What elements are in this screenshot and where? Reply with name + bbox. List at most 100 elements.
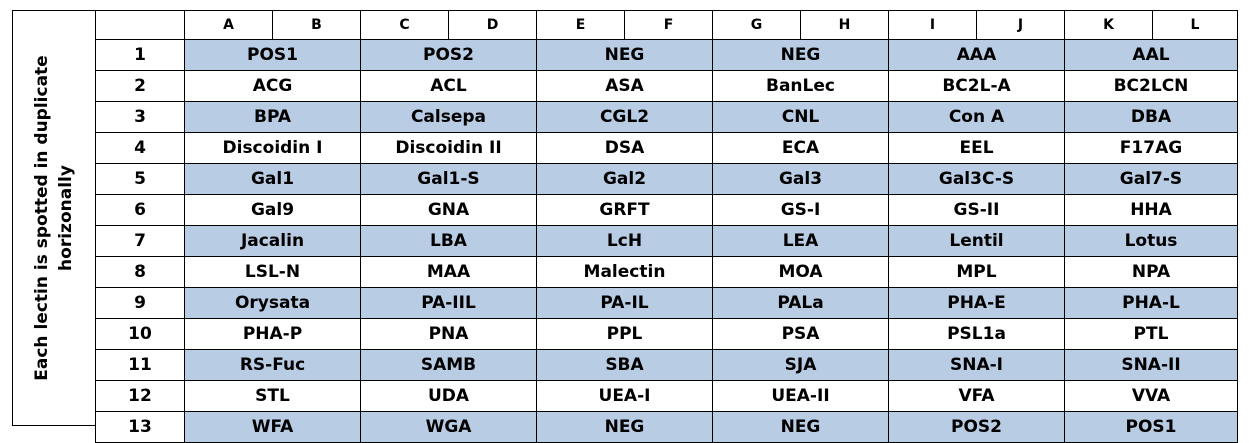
- column-header-h: H: [800, 10, 889, 40]
- lectin-cell: Jacalin: [184, 225, 361, 257]
- lectin-cell: POS2: [888, 411, 1065, 443]
- lectin-cell: BanLec: [712, 70, 889, 102]
- lectin-cell: HHA: [1064, 194, 1238, 226]
- lectin-cell: Gal1-S: [360, 163, 537, 195]
- lectin-cell: BC2L-A: [888, 70, 1065, 102]
- side-label: Each lectin is spotted in duplicate hori…: [30, 55, 78, 380]
- lectin-cell: POS1: [184, 39, 361, 71]
- lectin-cell: DSA: [536, 132, 713, 164]
- lectin-cell: Orysata: [184, 287, 361, 319]
- lectin-cell: VFA: [888, 380, 1065, 412]
- lectin-cell: LEA: [712, 225, 889, 257]
- row-number: 1: [95, 39, 185, 71]
- lectin-cell: Gal9: [184, 194, 361, 226]
- side-label-cell: Each lectin is spotted in duplicate hori…: [12, 10, 95, 426]
- column-header-c: C: [360, 10, 449, 40]
- lectin-cell: SBA: [536, 349, 713, 381]
- lectin-cell: Gal7-S: [1064, 163, 1238, 195]
- lectin-cell: GS-I: [712, 194, 889, 226]
- table-row: 7 Jacalin LBA LcH LEA Lentil Lotus: [95, 225, 1238, 257]
- lectin-cell: Calsepa: [360, 101, 537, 133]
- lectin-cell: SJA: [712, 349, 889, 381]
- table-row: 6 Gal9 GNA GRFT GS-I GS-II HHA: [95, 194, 1238, 226]
- lectin-cell: PPL: [536, 318, 713, 350]
- lectin-array-layout: Each lectin is spotted in duplicate hori…: [12, 10, 1238, 443]
- lectin-cell: PHA-E: [888, 287, 1065, 319]
- lectin-cell: Gal3C-S: [888, 163, 1065, 195]
- lectin-cell: Gal2: [536, 163, 713, 195]
- lectin-cell: PHA-P: [184, 318, 361, 350]
- lectin-cell: PSA: [712, 318, 889, 350]
- lectin-cell: UEA-II: [712, 380, 889, 412]
- lectin-cell: Discoidin II: [360, 132, 537, 164]
- lectin-cell: NEG: [536, 411, 713, 443]
- lectin-cell: NEG: [712, 39, 889, 71]
- lectin-cell: WGA: [360, 411, 537, 443]
- lectin-cell: PTL: [1064, 318, 1238, 350]
- table-row: 10 PHA-P PNA PPL PSA PSL1a PTL: [95, 318, 1238, 350]
- lectin-cell: POS2: [360, 39, 537, 71]
- table-row: 2 ACG ACL ASA BanLec BC2L-A BC2LCN: [95, 70, 1238, 102]
- lectin-cell: AAA: [888, 39, 1065, 71]
- lectin-cell: UEA-I: [536, 380, 713, 412]
- lectin-cell: ASA: [536, 70, 713, 102]
- row-number: 10: [95, 318, 185, 350]
- lectin-cell: ACG: [184, 70, 361, 102]
- column-header-d: D: [448, 10, 537, 40]
- lectin-cell: Con A: [888, 101, 1065, 133]
- lectin-cell: BC2LCN: [1064, 70, 1238, 102]
- table-row: 8 LSL-N MAA Malectin MOA MPL NPA: [95, 256, 1238, 288]
- lectin-grid: A B C D E F G H I J K L 1 POS1 POS2 NEG NEG AAA AAL 2 ACG ACL…: [95, 10, 1238, 443]
- table-row: 1 POS1 POS2 NEG NEG AAA AAL: [95, 39, 1238, 71]
- row-number: 13: [95, 411, 185, 443]
- row-number: 2: [95, 70, 185, 102]
- row-number: 6: [95, 194, 185, 226]
- side-label-line1: Each lectin is spotted in duplicate: [32, 55, 52, 381]
- lectin-cell: LSL-N: [184, 256, 361, 288]
- lectin-cell: STL: [184, 380, 361, 412]
- table-row: 9 Orysata PA-IIL PA-IL PALa PHA-E PHA-L: [95, 287, 1238, 319]
- lectin-cell: SAMB: [360, 349, 537, 381]
- lectin-cell: NEG: [536, 39, 713, 71]
- lectin-cell: BPA: [184, 101, 361, 133]
- lectin-cell: CNL: [712, 101, 889, 133]
- lectin-cell: NPA: [1064, 256, 1238, 288]
- side-label-line2: horizonally: [56, 165, 76, 271]
- lectin-cell: Gal1: [184, 163, 361, 195]
- lectin-cell: GRFT: [536, 194, 713, 226]
- lectin-cell: ACL: [360, 70, 537, 102]
- lectin-cell: F17AG: [1064, 132, 1238, 164]
- row-number: 9: [95, 287, 185, 319]
- table-row: 12 STL UDA UEA-I UEA-II VFA VVA: [95, 380, 1238, 412]
- lectin-cell: WFA: [184, 411, 361, 443]
- lectin-cell: Discoidin I: [184, 132, 361, 164]
- lectin-cell: PA-IIL: [360, 287, 537, 319]
- row-number: 12: [95, 380, 185, 412]
- lectin-cell: PA-IL: [536, 287, 713, 319]
- column-header-a: A: [184, 10, 273, 40]
- column-header-i: I: [888, 10, 977, 40]
- column-header-b: B: [272, 10, 361, 40]
- lectin-cell: MOA: [712, 256, 889, 288]
- column-header-j: J: [976, 10, 1065, 40]
- lectin-cell: PALa: [712, 287, 889, 319]
- table-row: 3 BPA Calsepa CGL2 CNL Con A DBA: [95, 101, 1238, 133]
- row-number: 8: [95, 256, 185, 288]
- lectin-cell: Malectin: [536, 256, 713, 288]
- lectin-cell: AAL: [1064, 39, 1238, 71]
- column-header-f: F: [624, 10, 713, 40]
- lectin-cell: PSL1a: [888, 318, 1065, 350]
- row-number: 3: [95, 101, 185, 133]
- lectin-cell: ECA: [712, 132, 889, 164]
- column-header-k: K: [1064, 10, 1153, 40]
- lectin-cell: GS-II: [888, 194, 1065, 226]
- lectin-cell: Lotus: [1064, 225, 1238, 257]
- lectin-cell: LcH: [536, 225, 713, 257]
- lectin-cell: VVA: [1064, 380, 1238, 412]
- row-number: 7: [95, 225, 185, 257]
- lectin-cell: POS1: [1064, 411, 1238, 443]
- lectin-cell: EEL: [888, 132, 1065, 164]
- lectin-cell: SNA-I: [888, 349, 1065, 381]
- lectin-cell: PHA-L: [1064, 287, 1238, 319]
